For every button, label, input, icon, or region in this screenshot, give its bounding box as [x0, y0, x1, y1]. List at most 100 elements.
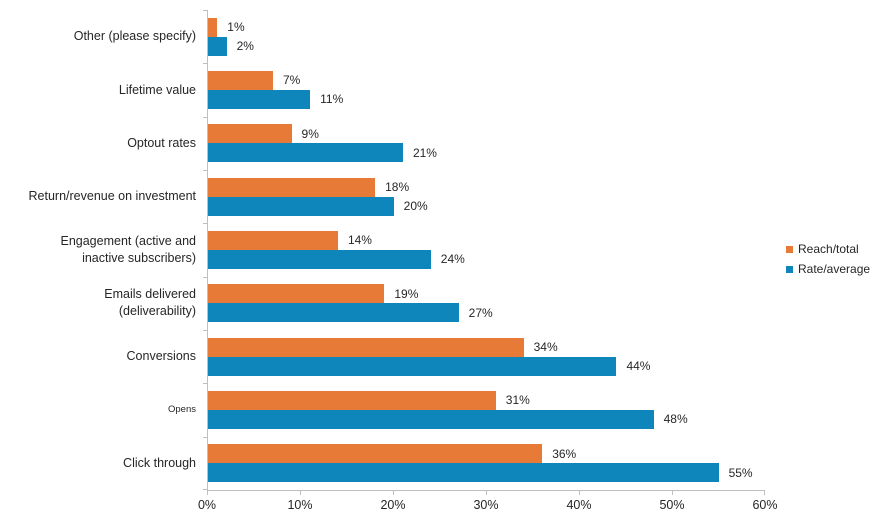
bar-rate-average-other-please-specify [208, 36, 227, 56]
x-axis-tick [207, 491, 208, 495]
bar-reach-total-other-please-specify [208, 17, 218, 37]
bar-rate-average-conversions [208, 356, 617, 376]
bar-value-label: 18% [385, 180, 410, 195]
bar-line-reach-total: 19% [208, 284, 765, 304]
legend-swatch-rate-average-icon [786, 265, 793, 273]
x-axis-tick [299, 491, 301, 495]
x-axis: 0% 10% 20% 30% 40% 50% 60% [198, 490, 778, 520]
bar-rate-average-return-revenue-on-investment [208, 196, 394, 216]
category-label-engagement-active-and-inactive-subscribers: Engagement (active and inactive subscrib… [60, 234, 196, 265]
x-axis-tick [672, 491, 673, 495]
bar-group-other-please-specify: 1% 2% [208, 10, 765, 63]
legend: Reach/total Rate/average [786, 242, 870, 282]
category-label-optout-rates: Optout rates [127, 135, 196, 150]
y-axis-tick [203, 383, 208, 385]
bar-line-reach-total: 14% [208, 230, 765, 250]
x-axis-tick-label: 20% [380, 498, 406, 512]
y-axis-tick [203, 170, 208, 171]
bar-value-label: 14% [347, 233, 372, 248]
bar-line-reach-total: 7% [208, 70, 765, 90]
bar-group-return-revenue-on-investment: 18% 20% [208, 170, 765, 223]
bar-reach-total-lifetime-value [208, 70, 273, 90]
legend-item-rate-average: Rate/average [786, 262, 870, 276]
x-axis-tick [392, 491, 394, 495]
bar-line-reach-total: 1% [208, 17, 765, 37]
plot-area: 1% 2% 7% 11% 9% 21% 18% 20% 14% 24% 19% 27% 34% 44% 31… [203, 10, 765, 490]
x-axis-tick [578, 491, 580, 495]
bar-value-label: 48% [663, 412, 688, 427]
bar-reach-total-optout-rates [208, 124, 292, 144]
bar-value-label: 20% [403, 199, 428, 214]
bar-value-label: 7% [282, 73, 301, 88]
bar-line-rate-average: 21% [208, 143, 765, 163]
bar-line-rate-average: 24% [208, 249, 765, 269]
bar-group-optout-rates: 9% 21% [208, 117, 765, 170]
category-label-emails-delivered-deliverability: Emails delivered (deliverability) [104, 287, 196, 319]
category-label-opens: Opens [168, 403, 196, 415]
category-label-conversions: Conversions [126, 349, 196, 364]
y-axis-tick [203, 276, 208, 278]
x-axis-tick [486, 491, 487, 495]
y-axis-tick [203, 63, 208, 65]
x-axis-tick-label: 50% [659, 498, 685, 512]
x-axis-tick-label: 10% [287, 498, 313, 512]
bar-reach-total-return-revenue-on-investment [208, 177, 376, 197]
bar-value-label: 36% [552, 446, 577, 461]
bar-line-rate-average: 44% [208, 356, 765, 376]
bar-line-reach-total: 34% [208, 337, 765, 357]
bar-rate-average-optout-rates [208, 143, 403, 163]
legend-item-reach-total: Reach/total [786, 242, 870, 256]
y-axis-tick [203, 223, 208, 225]
bar-value-label: 44% [626, 359, 651, 374]
category-label-lifetime-value: Lifetime value [118, 82, 196, 97]
bar-line-reach-total: 9% [208, 124, 765, 144]
bar-value-label: 27% [468, 305, 493, 320]
legend-swatch-reach-total-icon [786, 245, 793, 253]
x-axis-tick-label: 40% [566, 498, 592, 512]
bar-value-label: 55% [728, 465, 753, 480]
legend-label: Rate/average [798, 262, 871, 276]
bar-value-label: 1% [227, 20, 245, 35]
bar-line-rate-average: 27% [208, 303, 765, 323]
category-labels: Other (please specify) Lifetime value Opto… [0, 10, 196, 490]
bar-line-rate-average: 48% [208, 409, 765, 429]
x-axis-tick [764, 491, 765, 495]
bar-reach-total-conversions [208, 337, 524, 357]
bar-value-label: 21% [412, 145, 437, 160]
bar-line-reach-total: 36% [208, 444, 765, 464]
y-axis-tick [203, 489, 208, 490]
y-axis-tick [203, 330, 208, 331]
bar-reach-total-opens [208, 390, 496, 410]
legend-label: Reach/total [798, 242, 859, 256]
bar-rate-average-engagement-active-and-inactive-subscribers [208, 249, 431, 269]
bar-reach-total-click-through [208, 444, 543, 464]
bar-line-reach-total: 18% [208, 177, 765, 197]
y-axis-tick [203, 436, 208, 438]
bar-value-label: 34% [533, 340, 558, 355]
category-label-return-revenue-on-investment: Return/revenue on investment [28, 189, 196, 204]
bar-line-reach-total: 31% [208, 390, 765, 410]
bar-line-rate-average: 55% [208, 463, 765, 483]
bar-group-lifetime-value: 7% 11% [208, 63, 765, 116]
bar-reach-total-emails-delivered-deliverability [208, 284, 385, 304]
bar-group-conversions: 34% 44% [208, 330, 765, 383]
x-axis-tick-label: 60% [752, 498, 778, 512]
bar-group-click-through: 36% 55% [208, 437, 765, 490]
category-label-click-through: Click through [123, 455, 196, 470]
y-axis-tick [203, 10, 208, 11]
bar-group-opens: 31% 48% [208, 383, 765, 436]
bar-line-rate-average: 2% [208, 36, 765, 56]
bar-group-engagement-active-and-inactive-subscribers: 14% 24% [208, 223, 765, 276]
bar-value-label: 24% [440, 252, 465, 267]
bar-value-label: 11% [320, 92, 344, 107]
bar-line-rate-average: 11% [208, 89, 765, 109]
bar-rate-average-opens [208, 409, 654, 429]
bar-value-label: 31% [505, 393, 530, 408]
y-axis-tick [203, 116, 208, 118]
x-axis-tick-label: 30% [473, 498, 499, 512]
bar-value-label: 9% [301, 126, 319, 141]
category-label-other-please-specify: Other (please specify) [73, 29, 196, 44]
bar-value-label: 2% [236, 39, 254, 54]
bar-reach-total-engagement-active-and-inactive-subscribers [208, 230, 338, 250]
